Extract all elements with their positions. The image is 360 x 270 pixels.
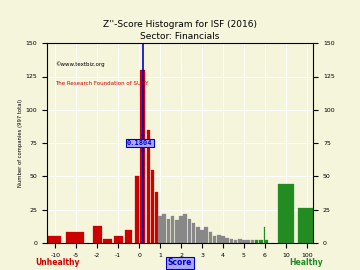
Bar: [230, 239, 233, 243]
Text: Healthy: Healthy: [289, 258, 323, 267]
Bar: [246, 240, 250, 243]
Bar: [266, 240, 267, 243]
Title: Z''-Score Histogram for ISF (2016)
Sector: Financials: Z''-Score Histogram for ISF (2016) Secto…: [103, 20, 257, 41]
Bar: [209, 232, 212, 243]
Bar: [251, 240, 254, 243]
Y-axis label: Number of companies (997 total): Number of companies (997 total): [18, 99, 23, 187]
Bar: [234, 240, 237, 243]
Bar: [103, 239, 112, 243]
Bar: [93, 226, 102, 243]
Bar: [175, 220, 179, 243]
Bar: [167, 219, 170, 243]
Bar: [188, 219, 191, 243]
Bar: [125, 230, 132, 243]
Bar: [135, 176, 139, 243]
Bar: [184, 214, 187, 243]
Bar: [171, 216, 175, 243]
Bar: [217, 235, 221, 243]
Text: Score: Score: [168, 258, 192, 267]
Bar: [242, 240, 246, 243]
Bar: [204, 227, 208, 243]
Bar: [196, 227, 199, 243]
Bar: [225, 238, 229, 243]
Bar: [151, 170, 154, 243]
Text: The Research Foundation of SUNY: The Research Foundation of SUNY: [55, 81, 148, 86]
Bar: [221, 236, 225, 243]
Text: ©www.textbiz.org: ©www.textbiz.org: [55, 61, 104, 67]
Bar: [278, 184, 294, 243]
Bar: [179, 216, 183, 243]
Bar: [213, 236, 216, 243]
Bar: [265, 240, 266, 243]
Bar: [255, 240, 258, 243]
Bar: [155, 193, 158, 243]
Bar: [162, 214, 166, 243]
Bar: [259, 240, 262, 243]
Bar: [66, 232, 85, 243]
Bar: [200, 230, 204, 243]
Bar: [41, 236, 61, 243]
Bar: [158, 216, 162, 243]
Bar: [192, 223, 195, 243]
Bar: [140, 70, 145, 243]
Bar: [238, 239, 242, 243]
Text: Unhealthy: Unhealthy: [35, 258, 80, 267]
Text: 0.1804: 0.1804: [127, 140, 153, 146]
Bar: [147, 130, 150, 243]
Bar: [298, 208, 316, 243]
Bar: [114, 236, 122, 243]
